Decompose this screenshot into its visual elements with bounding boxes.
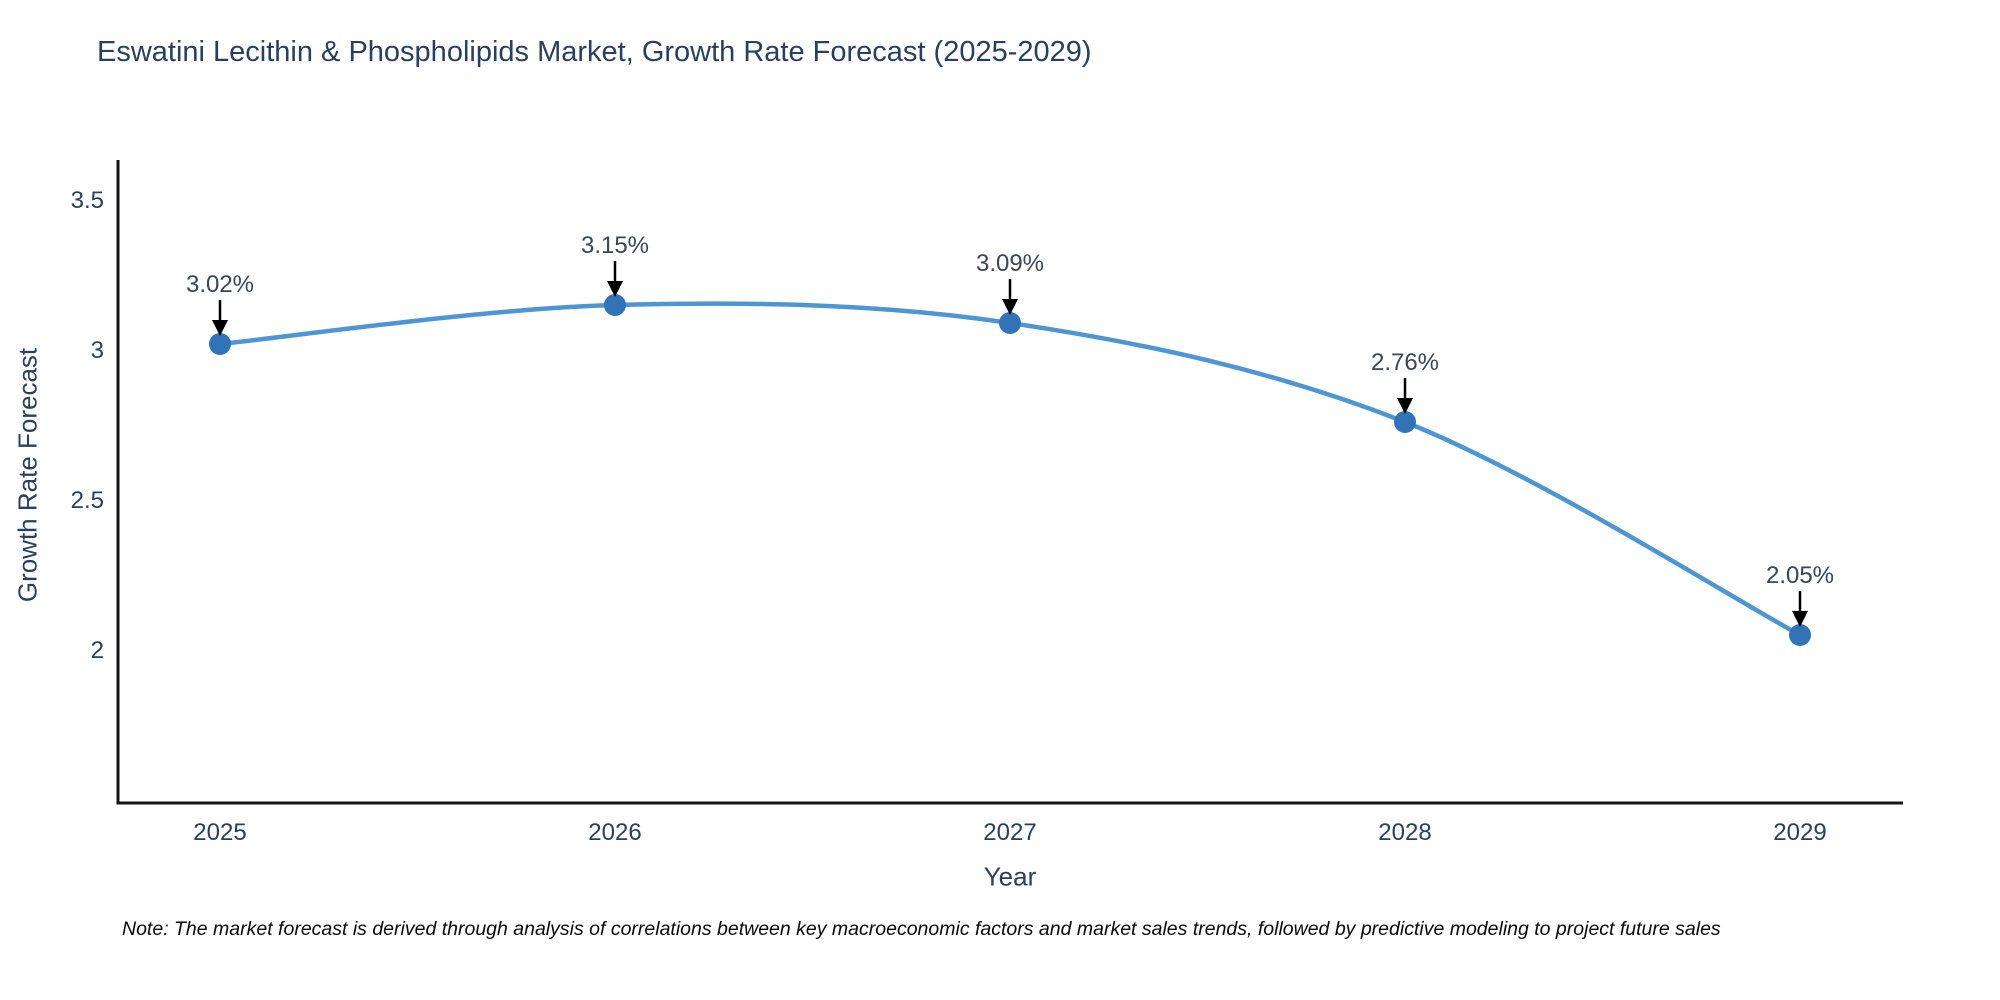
annotation-arrow-head <box>607 281 623 297</box>
annotation-arrow-head <box>1002 299 1018 315</box>
y-tick-label: 2.5 <box>71 487 104 514</box>
data-point-label: 2.05% <box>1766 562 1834 589</box>
x-tick-label: 2025 <box>193 819 246 846</box>
data-point-marker <box>209 333 231 355</box>
data-point-marker <box>604 294 626 316</box>
annotation-arrow-head <box>212 320 228 336</box>
x-tick-label: 2028 <box>1378 819 1431 846</box>
chart-title: Eswatini Lecithin & Phospholipids Market… <box>97 36 1092 68</box>
x-tick-label: 2026 <box>588 819 641 846</box>
data-point-label: 2.76% <box>1371 349 1439 376</box>
data-point-marker <box>1394 411 1416 433</box>
annotation-arrow-head <box>1397 398 1413 414</box>
data-point-marker <box>999 312 1021 334</box>
x-axis-title: Year <box>983 861 1037 892</box>
data-point-label: 3.09% <box>976 250 1044 277</box>
y-tick-label: 3 <box>91 337 104 364</box>
x-tick-label: 2029 <box>1773 819 1826 846</box>
y-tick-label: 2 <box>91 637 104 664</box>
footnote: Note: The market forecast is derived thr… <box>122 918 1721 940</box>
forecast-line <box>217 301 1803 638</box>
data-point-label: 3.15% <box>581 232 649 259</box>
y-tick-label: 3.5 <box>71 187 104 214</box>
data-point-marker <box>1789 624 1811 646</box>
x-tick-label: 2027 <box>983 819 1036 846</box>
annotation-arrow-head <box>1792 611 1808 627</box>
data-point-label: 3.02% <box>186 271 254 298</box>
